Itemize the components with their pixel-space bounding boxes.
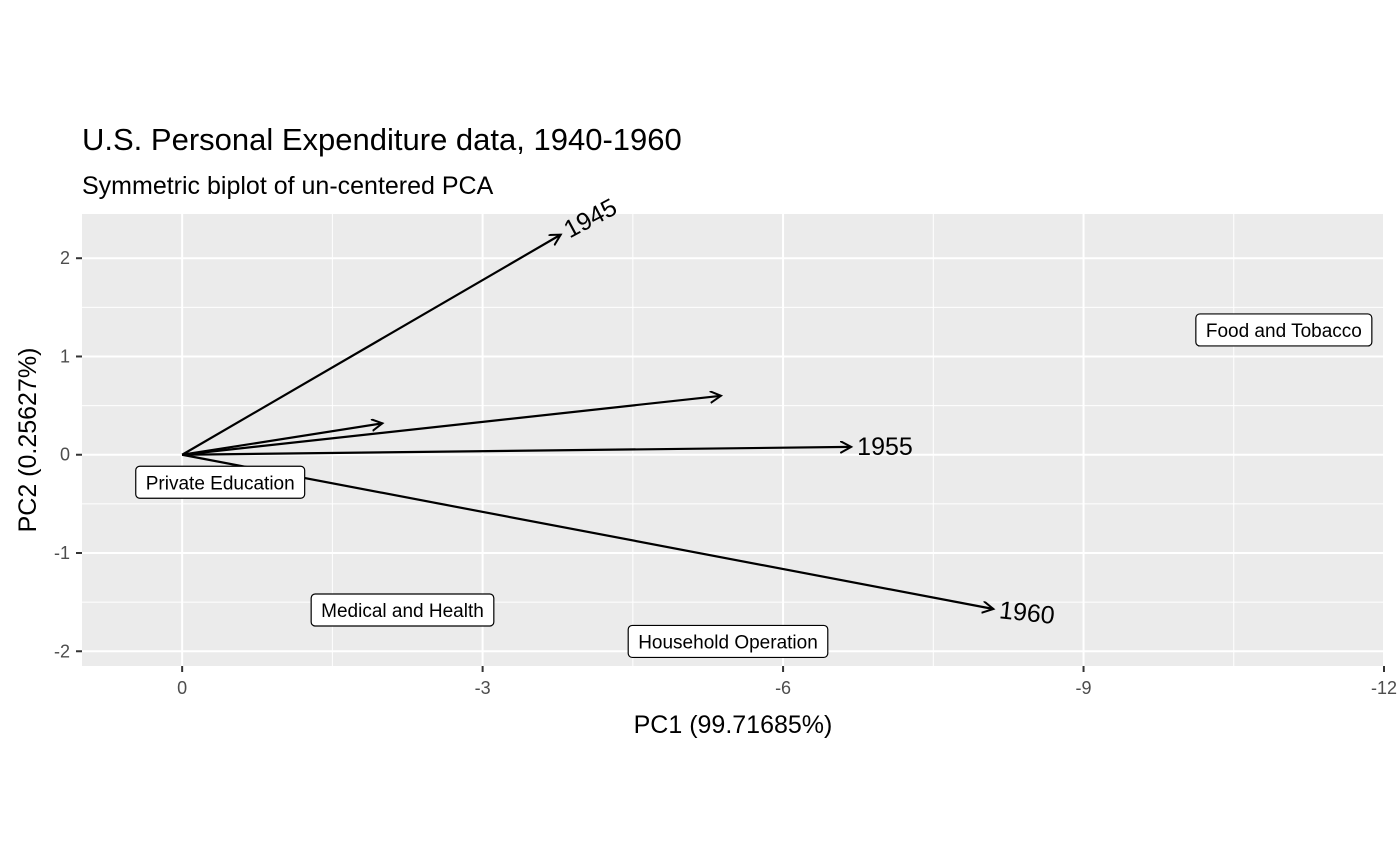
point-label: Food and Tobacco [1195, 313, 1373, 347]
chart-subtitle: Symmetric biplot of un-centered PCA [82, 172, 494, 200]
y-axis-title: PC2 (0.25627%) [14, 348, 42, 533]
loading-arrow [181, 453, 993, 609]
point-label-box [1195, 313, 1373, 347]
loading-arrow [182, 396, 721, 456]
point-label-box [135, 465, 306, 499]
y-tick-label: 0 [60, 445, 70, 465]
y-tick-label: -2 [54, 641, 70, 661]
y-axis: -2 -1 0 1 2 [54, 248, 82, 661]
point-label-text: Medical and Health [321, 601, 484, 622]
arrow-label: 1960 [998, 596, 1056, 630]
y-tick-label: 1 [60, 346, 70, 366]
point-label-box [310, 593, 495, 627]
point-label-text: Food and Tobacco [1206, 321, 1362, 342]
plot-panel [82, 214, 1384, 666]
point-label-text: Private Education [146, 473, 295, 494]
y-tick-label: -1 [54, 543, 70, 563]
loading-arrow [181, 423, 382, 456]
arrow-label: 1955 [857, 433, 913, 461]
point-label-layer: Food and Tobacco Private Education Medical… [135, 313, 1373, 659]
x-tick-label: -9 [1076, 678, 1092, 698]
x-axis: 0 -3 -6 -9 -12 [177, 666, 1397, 698]
x-tick-label: -3 [475, 678, 491, 698]
loading-arrow [182, 447, 851, 456]
y-tick-label: 2 [60, 248, 70, 268]
x-tick-label: 0 [177, 678, 187, 698]
point-label-box [627, 624, 829, 659]
x-axis-title: PC1 (99.71685%) [634, 711, 833, 739]
point-label-text: Household Operation [638, 632, 818, 653]
x-tick-label: -12 [1371, 678, 1397, 698]
point-label: Private Education [135, 465, 306, 499]
point-label: Household Operation [627, 624, 829, 659]
point-label: Medical and Health [310, 593, 495, 627]
loading-arrow [181, 235, 561, 456]
chart-title: U.S. Personal Expenditure data, 1940-196… [82, 122, 682, 157]
x-tick-label: -6 [775, 678, 791, 698]
